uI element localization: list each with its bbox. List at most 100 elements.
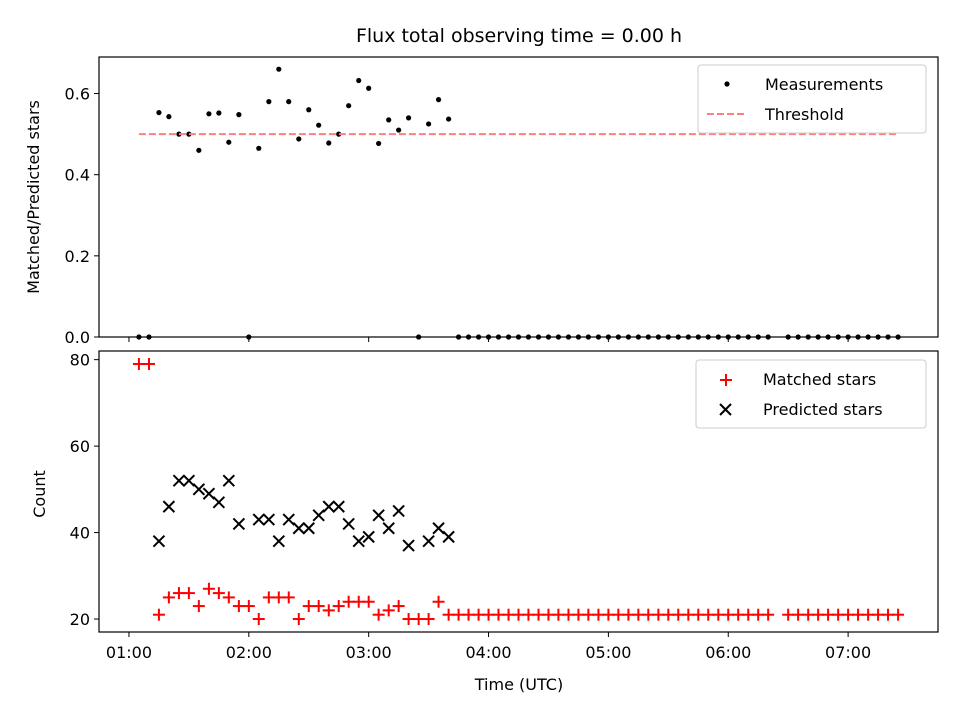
bottom-x-tick-label: 07:00 [825, 643, 871, 662]
measurements-point [156, 109, 162, 116]
matched-stars-point [332, 600, 345, 613]
measurements-point [206, 111, 212, 117]
matched-stars-point [462, 608, 475, 621]
matched-stars-point [402, 613, 415, 626]
legend-measurements-label: Measurements [765, 75, 883, 94]
bottom-panel-axes: 20 40 60 80 01:00 02:00 03:00 04:00 05:00 06:00 07… [70, 351, 872, 662]
bottom-legend: Matched stars Predicted stars [695, 359, 927, 429]
bottom-x-tick-label: 05:00 [585, 643, 631, 662]
matched-stars-point [222, 591, 235, 604]
measurements-point [326, 140, 332, 146]
top-legend: Measurements Threshold [697, 64, 927, 134]
bottom-y-tick-label: 20 [70, 610, 90, 629]
matched-stars-point [192, 600, 205, 613]
matched-stars-point [252, 613, 265, 626]
matched-stars-point [292, 613, 305, 626]
predicted-stars-point [202, 487, 216, 500]
matched-stars-point [142, 357, 155, 370]
x-axis-label: Time (UTC) [474, 675, 563, 694]
measurements-point [316, 122, 322, 128]
predicted-stars-point [422, 535, 435, 548]
predicted-stars-point [222, 474, 236, 487]
measurements-point [435, 97, 442, 103]
bottom-x-tick-label: 06:00 [705, 643, 751, 662]
matched-stars-point [382, 604, 395, 617]
chart-title: Flux total observing time = 0.00 h [356, 25, 682, 47]
predicted-stars-point [182, 474, 196, 487]
matched-stars-point [582, 608, 595, 621]
matched-stars-point [762, 608, 775, 621]
top-y-axis-label: Matched/Predicted stars [24, 100, 43, 294]
bottom-panel-marks [132, 357, 905, 626]
matched-stars-point [372, 608, 385, 621]
top-panel-frame [98, 56, 939, 338]
predicted-stars-point [342, 517, 355, 531]
top-y-tick-label: 0.0 [65, 328, 90, 347]
measurements-point [266, 99, 272, 105]
predicted-stars-point [392, 504, 405, 518]
matched-stars-point [732, 608, 745, 621]
measurements-point [256, 145, 262, 151]
legend-matched-stars-label: Matched stars [763, 370, 876, 389]
predicted-stars-point [332, 500, 345, 513]
measurements-point [356, 77, 362, 84]
measurements-point [216, 110, 222, 116]
predicted-stars-point [382, 522, 395, 535]
measurements-point [186, 131, 192, 137]
matched-stars-point [312, 600, 325, 613]
matched-stars-point [322, 604, 335, 617]
matched-stars-point [882, 608, 895, 621]
predicted-stars-point [402, 539, 415, 552]
legend-threshold-label: Threshold [764, 105, 844, 124]
matched-stars-point [612, 608, 625, 621]
matched-stars-point [132, 357, 145, 370]
matched-stars-point [152, 608, 165, 621]
bottom-x-tick-label: 01:00 [106, 643, 152, 662]
matched-stars-point [852, 608, 865, 621]
legend-predicted-stars-label: Predicted stars [763, 400, 883, 419]
predicted-stars-point [432, 522, 445, 535]
measurements-point [376, 140, 382, 147]
matched-stars-point [212, 587, 225, 600]
predicted-stars-point [292, 522, 306, 535]
predicted-stars-point [212, 496, 226, 509]
measurements-point [166, 114, 172, 120]
matched-stars-point [432, 595, 445, 608]
predicted-stars-point [282, 513, 295, 526]
matched-stars-point [702, 608, 715, 621]
predicted-stars-point [322, 500, 335, 513]
top-y-tick-label: 0.4 [65, 166, 90, 185]
measurements-point [396, 127, 402, 133]
measurements-point [366, 85, 372, 91]
measurements-point [346, 103, 352, 109]
predicted-stars-point [352, 535, 365, 548]
matched-stars-point [672, 608, 685, 621]
measurements-point [196, 147, 202, 153]
top-y-tick-label: 0.2 [65, 247, 90, 266]
matched-stars-point [392, 600, 405, 613]
bottom-y-axis-label: Count [30, 470, 49, 518]
predicted-stars-point [372, 509, 385, 522]
predicted-stars-point [362, 530, 375, 544]
matched-stars-point [822, 608, 835, 621]
matched-stars-point [342, 595, 355, 608]
bottom-legend-box [695, 359, 927, 429]
predicted-stars-point [262, 513, 276, 526]
bottom-y-tick-label: 60 [70, 437, 90, 456]
matched-stars-point [892, 608, 905, 621]
bottom-x-tick-label: 03:00 [346, 643, 392, 662]
predicted-stars-point [192, 483, 206, 496]
matched-stars-point [162, 591, 175, 604]
predicted-stars-point [272, 535, 285, 548]
matched-stars-point [792, 608, 805, 621]
legend-matched-stars-marker [720, 374, 732, 386]
matched-stars-point [282, 591, 295, 604]
measurements-point [446, 116, 452, 122]
matched-stars-point [492, 608, 505, 621]
measurements-point [226, 139, 232, 145]
bottom-x-tick-label: 02:00 [226, 643, 272, 662]
legend-predicted-stars-marker [719, 403, 732, 416]
predicted-stars-point [442, 530, 455, 544]
bottom-x-tick-label: 04:00 [465, 643, 511, 662]
